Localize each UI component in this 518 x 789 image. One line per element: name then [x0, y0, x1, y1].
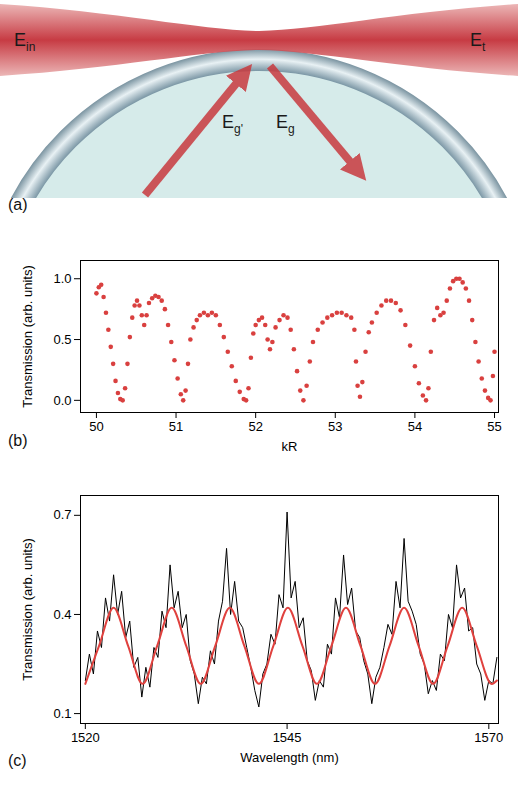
- svg-text:Ein: Ein: [14, 30, 35, 54]
- svg-text:55: 55: [487, 419, 501, 434]
- svg-text:1545: 1545: [273, 730, 302, 745]
- svg-text:1570: 1570: [474, 730, 503, 745]
- svg-text:0.7: 0.7: [53, 507, 71, 522]
- svg-text:1520: 1520: [71, 730, 100, 745]
- html-text:(a): (a): [8, 196, 28, 213]
- svg-text:1.0: 1.0: [53, 271, 71, 286]
- html-text:(b): (b): [8, 432, 28, 449]
- svg-text:kR: kR: [282, 439, 298, 454]
- svg-text:0.5: 0.5: [53, 332, 71, 347]
- svg-text:Transmission (arb. units): Transmission (arb. units): [20, 265, 35, 408]
- svg-text:Et: Et: [470, 30, 486, 54]
- svg-text:0.0: 0.0: [53, 393, 71, 408]
- svg-text:Eg: Eg: [276, 112, 295, 136]
- svg-text:53: 53: [328, 419, 342, 434]
- html-text:(c): (c): [8, 752, 27, 769]
- svg-text:54: 54: [408, 419, 422, 434]
- svg-text:50: 50: [89, 419, 103, 434]
- svg-text:0.1: 0.1: [53, 706, 71, 721]
- svg-text:Wavelength (nm): Wavelength (nm): [240, 750, 339, 765]
- svg-text:0.4: 0.4: [53, 607, 71, 622]
- svg-text:Eg': Eg': [222, 112, 243, 136]
- svg-text:51: 51: [169, 419, 183, 434]
- svg-text:52: 52: [248, 419, 262, 434]
- svg-text:Transmission (arb. units): Transmission (arb. units): [20, 538, 35, 681]
